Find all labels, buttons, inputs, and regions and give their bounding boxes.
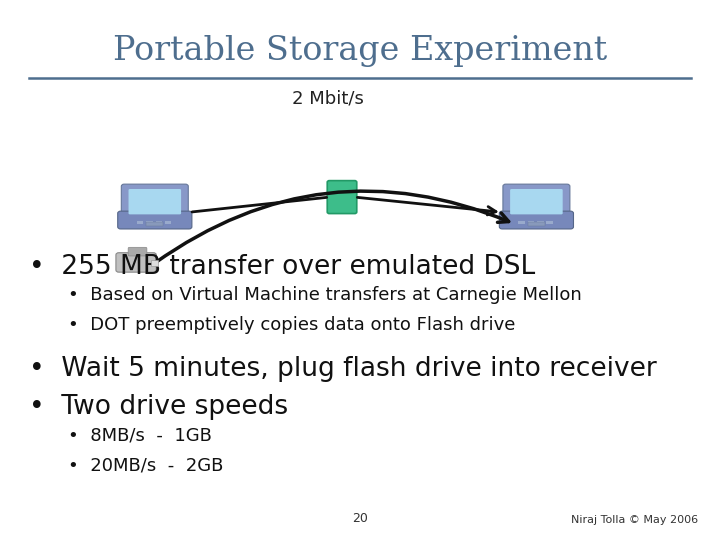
Bar — [546, 221, 553, 224]
Text: 20: 20 — [352, 512, 368, 525]
Bar — [518, 221, 525, 224]
Bar — [156, 221, 162, 224]
Bar — [528, 221, 534, 224]
Text: •  DOT preemptively copies data onto Flash drive: • DOT preemptively copies data onto Flas… — [68, 316, 516, 334]
Bar — [528, 222, 545, 226]
Text: Portable Storage Experiment: Portable Storage Experiment — [113, 35, 607, 67]
Bar — [537, 221, 544, 224]
FancyBboxPatch shape — [503, 184, 570, 218]
Text: •  8MB/s  -  1GB: • 8MB/s - 1GB — [68, 427, 212, 444]
FancyBboxPatch shape — [510, 189, 563, 214]
Bar — [151, 260, 158, 266]
FancyBboxPatch shape — [121, 184, 188, 218]
Text: Niraj Tolla © May 2006: Niraj Tolla © May 2006 — [571, 515, 698, 525]
FancyBboxPatch shape — [117, 211, 192, 229]
Bar — [146, 222, 163, 226]
Bar — [146, 221, 153, 224]
Text: •  Based on Virtual Machine transfers at Carnegie Mellon: • Based on Virtual Machine transfers at … — [68, 286, 582, 304]
Bar — [137, 221, 143, 224]
FancyBboxPatch shape — [327, 180, 356, 213]
Text: •  Two drive speeds: • Two drive speeds — [29, 394, 288, 420]
FancyBboxPatch shape — [128, 247, 147, 256]
FancyBboxPatch shape — [500, 211, 574, 229]
Text: •  20MB/s  -  2GB: • 20MB/s - 2GB — [68, 456, 224, 474]
FancyBboxPatch shape — [116, 253, 156, 272]
Text: 2 Mbit/s: 2 Mbit/s — [292, 89, 364, 107]
FancyBboxPatch shape — [128, 189, 181, 214]
Bar — [165, 221, 171, 224]
Text: •  255 MB transfer over emulated DSL: • 255 MB transfer over emulated DSL — [29, 254, 535, 280]
Text: •  Wait 5 minutes, plug flash drive into receiver: • Wait 5 minutes, plug flash drive into … — [29, 356, 657, 382]
